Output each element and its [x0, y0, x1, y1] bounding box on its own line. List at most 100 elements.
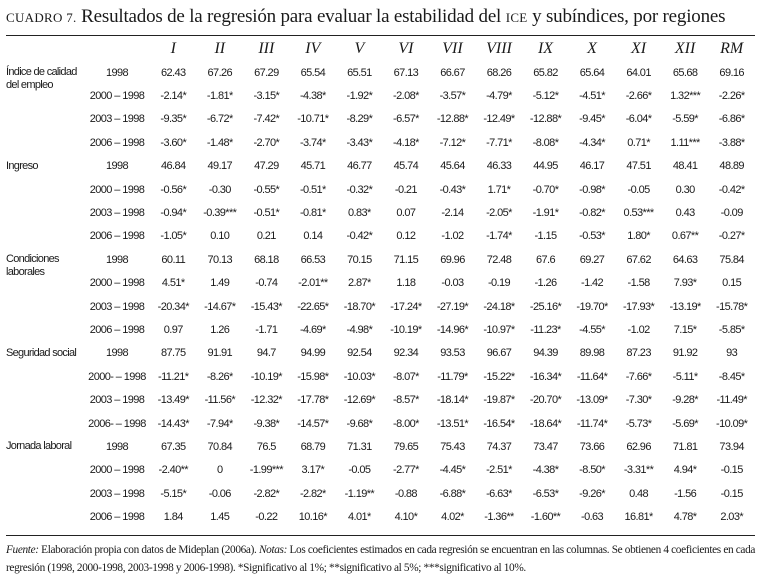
table-cell: -8.07* [393, 370, 419, 383]
table-cell: -10.09* [716, 417, 748, 430]
table-cell: -0.63 [581, 511, 604, 524]
table-cell: -0.32* [346, 183, 373, 196]
table-cell: -19.87* [483, 394, 515, 407]
table-cell: 45.74 [393, 160, 419, 173]
table-cell: 65.68 [672, 66, 698, 79]
table-cell: -3.60* [160, 136, 187, 149]
group-label: Seguridad social [6, 346, 77, 359]
table-cell: -4.18* [393, 136, 419, 149]
table-cell: -22.65* [297, 300, 329, 313]
table-cell: -0.88 [394, 487, 418, 500]
regression-table: I II III IV V VI VII VIII IX X XI XII RM Índice de c… [6, 37, 755, 529]
table-cell: 68.79 [300, 440, 326, 453]
table-row: 2006 – 1998 1.84 1.45 -0.22 10.16* 4.01* 4.10*… [6, 505, 755, 528]
table-cell: -14.67* [204, 300, 236, 313]
table-cell: -1.60** [530, 511, 561, 524]
table-cell: -4.79* [486, 90, 512, 103]
table-cell: 87.75 [161, 347, 186, 360]
period-label: 2000 – 1998 [89, 90, 145, 103]
table-cell: -0.98* [579, 183, 605, 196]
table-cell: 4.02* [441, 511, 464, 524]
column-header-rm: RM [720, 40, 744, 57]
table-cell: -1.02 [627, 323, 651, 336]
table-cell: -0.06 [208, 487, 232, 500]
table-cell: -12.88* [436, 113, 469, 126]
table-cell: 76.5 [256, 440, 277, 453]
table-cell: -7.30* [625, 394, 652, 407]
table-cell: -0.56* [160, 183, 187, 196]
table-cell: -15.98* [297, 370, 329, 383]
table-cell: -10.97* [483, 323, 515, 336]
table-cell: -1.91* [532, 207, 559, 220]
table-cell: -0.22 [255, 511, 278, 524]
table-cell: -11.64* [576, 370, 608, 383]
table-cell: -2.14* [160, 90, 187, 103]
table-cell: -11.21* [158, 370, 189, 383]
table-cell: -4.69* [299, 323, 326, 336]
period-label: 2006 – 1998 [89, 136, 145, 149]
table-cell: 45.71 [300, 160, 326, 173]
table-cell: -0.51* [253, 207, 280, 220]
table-cell: 64.63 [672, 253, 698, 266]
period-label: 2003 – 1998 [89, 394, 145, 407]
table-cell: 46.84 [161, 160, 186, 173]
notas-text: Los coeficientes estimados en cada regre… [6, 544, 756, 574]
table-cell: -4.38* [532, 464, 559, 477]
group-label: Índice de calidad del empleo [6, 66, 77, 91]
period-label: 2006 – 1998 [89, 230, 145, 243]
table-cell: 92.34 [393, 347, 419, 360]
table-cell: -8.08* [532, 136, 559, 149]
table-cell: 45.64 [440, 160, 465, 173]
column-header-viii: VIII [486, 40, 512, 57]
table-cell: 1.71* [487, 183, 511, 196]
table-cell: 0.21 [256, 230, 277, 243]
table-cell: 0.83* [348, 207, 371, 220]
table-cell: -6.63* [486, 487, 512, 500]
table-cell: -16.34* [529, 370, 562, 383]
table-cell: -24.18* [483, 300, 515, 313]
table-cell: -0.39*** [203, 207, 237, 220]
table-cell: -2.66* [625, 90, 652, 103]
bottom-rule [6, 535, 755, 536]
column-header-iv: IV [305, 40, 321, 57]
table-cell: -5.12* [532, 90, 559, 103]
table-cell: -1.56 [674, 487, 697, 500]
table-cell: 67.62 [626, 253, 651, 266]
table-cell: -10.19* [390, 323, 422, 336]
table-cell: -10.19* [250, 370, 283, 383]
column-header-vi: VI [398, 40, 414, 57]
table-cell: 67.35 [161, 440, 186, 453]
period-label: 1998 [105, 440, 129, 453]
table-cell: -0.15 [720, 464, 744, 477]
table-cell: 0.67** [671, 230, 699, 243]
table-cell: 44.95 [533, 160, 558, 173]
table-cell: -1.36** [484, 511, 514, 524]
table-cell: 68.18 [254, 253, 279, 266]
table-cell: 1.32*** [670, 90, 701, 103]
table-cell: -9.28* [672, 394, 698, 407]
table-cell: -8.45* [718, 370, 745, 383]
table-cell: -2.82* [253, 487, 280, 500]
table-cell: 0.07 [396, 207, 416, 220]
table-cell: -0.05 [627, 183, 651, 196]
table-cell: -3.57* [439, 90, 466, 103]
table-cell: 1.11*** [670, 136, 700, 149]
table-cell: -19.70* [576, 300, 608, 313]
table-cell: -8.57* [393, 394, 419, 407]
table-row: 2000 – 1998 -2.14* -1.81* -3.15* -4.38* -1.92… [6, 84, 755, 107]
table-cell: -7.94* [206, 417, 233, 430]
table-cell: 1.80* [627, 230, 650, 243]
table-cell: -7.12* [439, 136, 466, 149]
footnote: Fuente: Elaboración propia con datos de … [6, 541, 758, 577]
table-cell: -11.56* [204, 394, 236, 407]
table-cell: 16.81* [624, 511, 653, 524]
table-cell: -15.22* [483, 370, 515, 383]
table-cell: -5.85* [718, 323, 745, 336]
table-cell: 0.15 [722, 277, 742, 290]
group-label: Ingreso [6, 159, 38, 172]
table-cell: 94.39 [533, 347, 558, 360]
table-cell: -14.57* [297, 417, 329, 430]
table-cell: 70.13 [207, 253, 233, 266]
table-cell: -2.77* [393, 464, 419, 477]
table-cell: 2.03* [720, 511, 744, 524]
